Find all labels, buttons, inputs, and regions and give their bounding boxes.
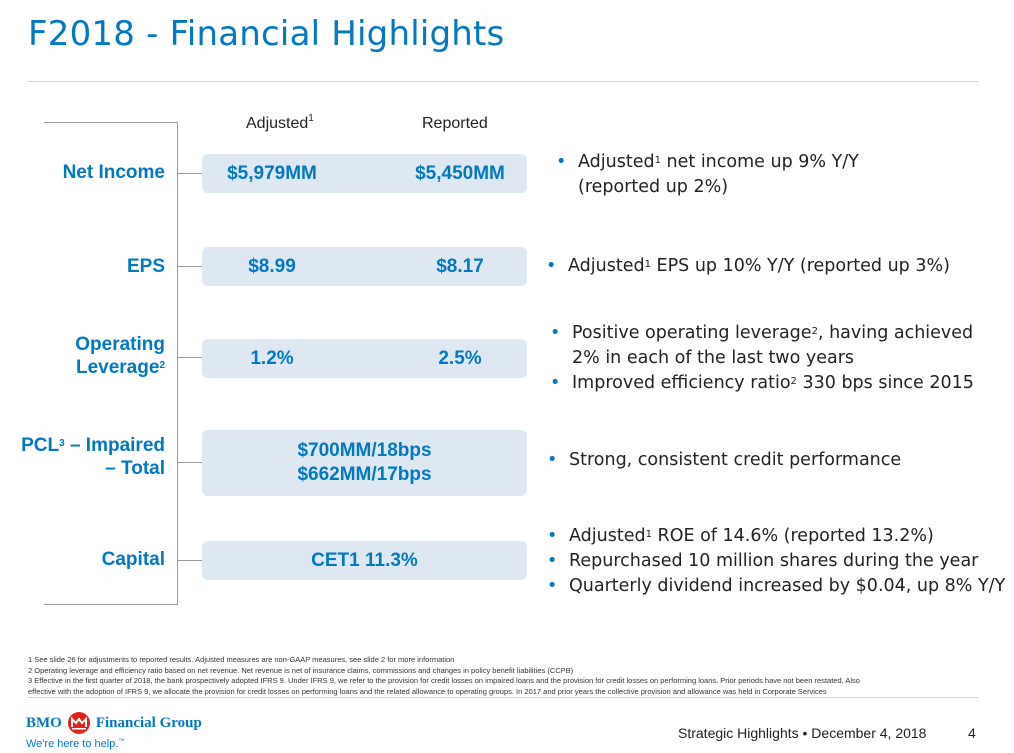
row-label-capital: Capital: [101, 549, 165, 570]
row-label-eps: EPS: [126, 256, 165, 277]
connector-tick: [177, 173, 202, 174]
row-label-line1-suffix: – Impaired: [64, 435, 165, 456]
bullet-text: Adjusted: [568, 256, 645, 276]
bullet-net-income: • Adjusted1 net income up 9% Y/Y (report…: [556, 150, 859, 200]
row-label-line2: – Total: [105, 458, 165, 479]
bullet-capital-2: • Repurchased 10 million shares during t…: [547, 549, 978, 574]
page-title: F2018 - Financial Highlights: [28, 14, 505, 54]
pill-capital: CET1 11.3%: [202, 541, 527, 580]
pill-operating-leverage: 1.2% 2.5%: [202, 339, 527, 378]
column-header-adjusted-text: Adjusted: [246, 115, 309, 132]
bullet-text: Improved efficiency ratio: [572, 373, 791, 393]
row-label-pcl: PCL3 – Impaired – Total: [21, 434, 165, 480]
footnote-3: 3 Effective in the first quarter of 2018…: [28, 676, 860, 685]
value-impaired: $700MM/18bps: [297, 440, 432, 461]
row-label-line1: PCL: [21, 435, 60, 456]
bullet-capital-1: • Adjusted1 ROE of 14.6% (reported 13.2%…: [547, 524, 934, 549]
value-reported: 2.5%: [438, 347, 482, 369]
page-number: 4: [968, 725, 976, 741]
connector-tick: [177, 560, 202, 561]
bullet-text: Positive operating leverage: [572, 323, 812, 343]
bullet-text: ROE of 14.6% (reported 13.2%): [651, 526, 934, 546]
footnote-marker: 2: [811, 326, 818, 337]
bullet-operating-leverage-2: • Improved efficiency ratio2 330 bps sin…: [550, 371, 974, 396]
bullet-text: , having achieved: [817, 323, 974, 343]
bullet-dot-icon: •: [547, 526, 558, 546]
bullet-dot-icon: •: [547, 450, 558, 470]
bullet-text: net income up 9% Y/Y: [660, 152, 859, 172]
bracket-top-line: [44, 122, 177, 123]
bmo-logo: BMO Financial Group We're here to help.™: [26, 712, 202, 750]
footnote-marker: 1: [645, 529, 652, 540]
bullet-text-line2: (reported up 2%): [578, 177, 729, 197]
footnote-marker: 3: [59, 438, 65, 449]
title-divider: [28, 81, 978, 82]
bullet-dot-icon: •: [550, 323, 561, 343]
footnote-marker: 1: [644, 259, 651, 270]
logo-group-text: Financial Group: [95, 714, 202, 731]
footnote-marker: 1: [308, 113, 314, 124]
value-pcl: $700MM/18bps $662MM/17bps: [202, 439, 527, 487]
bullet-eps: • Adjusted1 EPS up 10% Y/Y (reported up …: [546, 254, 950, 279]
pill-pcl: $700MM/18bps $662MM/17bps: [202, 430, 527, 496]
value-adjusted: $8.99: [248, 255, 296, 277]
footnote-marker: 1: [654, 155, 661, 166]
connector-tick: [177, 357, 202, 358]
bullet-text: 330 bps since 2015: [796, 373, 974, 393]
row-label-operating-leverage: Operating Leverage2: [75, 333, 165, 379]
connector-tick: [177, 266, 202, 267]
footnote-marker: 2: [159, 360, 165, 371]
value-total: $662MM/17bps: [297, 464, 432, 485]
connector-tick: [177, 462, 202, 463]
logo-text: BMO: [26, 714, 62, 731]
bullet-capital-3: • Quarterly dividend increased by $0.04,…: [547, 574, 1005, 599]
bullet-text: EPS up 10% Y/Y (reported up 3%): [650, 256, 950, 276]
bullet-operating-leverage-1: • Positive operating leverage2, having a…: [550, 321, 973, 371]
bullet-text-line2: 2% in each of the last two years: [572, 348, 855, 368]
row-label-line2: Leverage: [75, 357, 160, 378]
bullet-text: Adjusted: [569, 526, 646, 546]
footnote-marker: 2: [790, 376, 797, 387]
bullet-pcl: • Strong, consistent credit performance: [547, 448, 901, 473]
tagline-text: We're here to help.: [26, 738, 119, 750]
tagline: We're here to help.™: [26, 738, 202, 750]
footnote-1: 1 See slide 26 for adjustments to report…: [28, 655, 455, 664]
value-reported: $8.17: [436, 255, 484, 277]
footnote-2: 2 Operating leverage and efficiency rati…: [28, 665, 574, 675]
value-adjusted: 1.2%: [250, 347, 294, 369]
bullet-text: Quarterly dividend increased by $0.04, u…: [569, 576, 1006, 596]
footnote-3-cont: effective with the adoption of IFRS 9, w…: [28, 686, 827, 696]
bullet-dot-icon: •: [547, 576, 558, 596]
pill-net-income: $5,979MM $5,450MM: [202, 154, 527, 193]
value-adjusted: $5,979MM: [227, 162, 317, 184]
trademark-mark: ™: [118, 738, 125, 745]
value-reported: $5,450MM: [415, 162, 505, 184]
bullet-text: Repurchased 10 million shares during the…: [569, 551, 979, 571]
event-footer: Strategic Highlights • December 4, 2018: [678, 725, 927, 741]
bullet-dot-icon: •: [546, 256, 557, 276]
row-label-net-income: Net Income: [62, 162, 165, 183]
bullet-text: Strong, consistent credit performance: [569, 450, 902, 470]
bullet-dot-icon: •: [547, 551, 558, 571]
bullet-dot-icon: •: [550, 373, 561, 393]
footnotes: 1 See slide 26 for adjustments to report…: [28, 655, 860, 697]
column-header-reported: Reported: [422, 115, 488, 132]
pill-eps: $8.99 $8.17: [202, 247, 527, 286]
row-label-line1: Operating: [75, 334, 165, 355]
column-header-adjusted: Adjusted1: [246, 113, 314, 133]
bullet-dot-icon: •: [556, 152, 567, 172]
bracket-vertical-line: [177, 122, 178, 605]
value-capital: CET1 11.3%: [311, 549, 418, 571]
footer-divider: [28, 697, 978, 698]
bracket-bottom-line: [44, 604, 177, 605]
bmo-m-bar-icon: [70, 716, 87, 730]
bullet-text: Adjusted: [578, 152, 655, 172]
bmo-roundel-icon: [67, 712, 90, 734]
